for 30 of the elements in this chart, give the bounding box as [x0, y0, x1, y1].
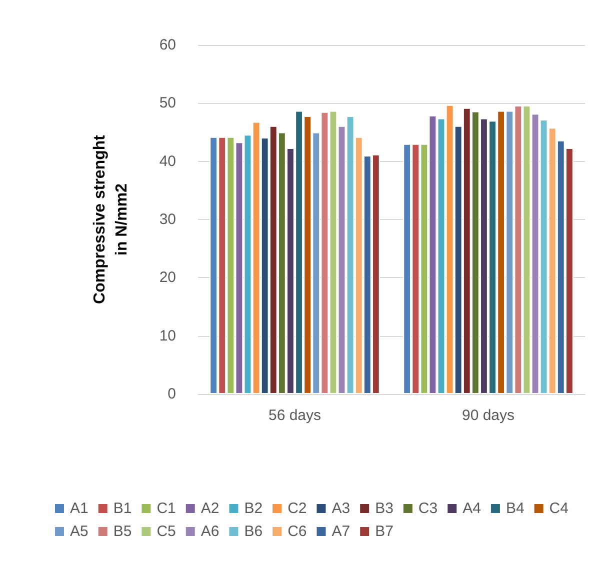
legend-label: B5 [113, 523, 132, 540]
x-tick-label: 90 days [462, 407, 515, 424]
legend-label: C6 [288, 523, 307, 540]
x-tick-label: 56 days [268, 407, 322, 424]
y-tick-label: 20 [159, 269, 176, 286]
legend-label: A2 [200, 500, 220, 517]
legend-label: C5 [156, 523, 176, 540]
y-tick-label: 60 [159, 36, 176, 54]
legend-label: C2 [288, 500, 307, 517]
y-tick-label: 0 [168, 386, 176, 402]
legend-label: A1 [70, 500, 88, 517]
legend-label: A5 [70, 523, 88, 540]
y-tick-label: 40 [159, 152, 176, 170]
y-tick-label: 50 [159, 94, 176, 112]
y-axis-title: Compressive strenght in N/mm2 [92, 134, 130, 304]
legend-label: C1 [156, 500, 176, 517]
legend-label: C4 [549, 500, 568, 517]
legend-label: A7 [332, 523, 350, 540]
legend-label: A6 [200, 523, 220, 540]
legend-label: A4 [462, 500, 481, 517]
legend-label: B4 [506, 500, 524, 517]
legend-label: B3 [375, 500, 394, 517]
legend-label: A3 [332, 500, 350, 517]
legend-label: B1 [113, 500, 132, 517]
y-tick-label: 10 [159, 327, 176, 344]
y-tick-label: 30 [159, 211, 176, 228]
legend-label: C3 [418, 500, 438, 517]
legend-label: B7 [375, 523, 394, 540]
legend-label: B6 [244, 523, 263, 540]
legend-label: B2 [244, 500, 263, 517]
